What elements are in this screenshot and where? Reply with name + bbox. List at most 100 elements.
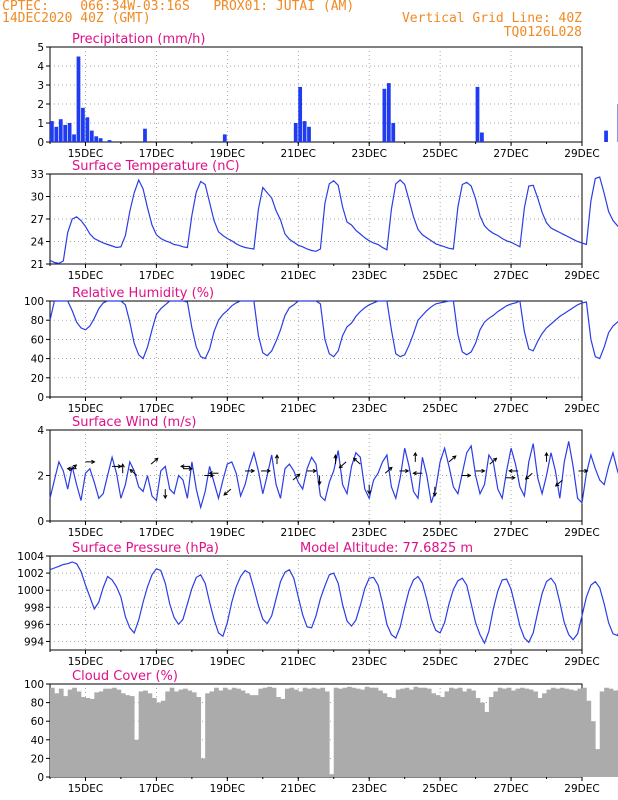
precip-bar xyxy=(604,130,608,142)
cloud-bar xyxy=(138,691,144,777)
x-tick-label: 23DEC xyxy=(351,783,386,795)
wind-arrow xyxy=(412,471,423,476)
cloud-bar xyxy=(293,689,299,777)
wind-arrow xyxy=(352,457,361,465)
cloud-bar xyxy=(196,697,202,777)
cloud-bar xyxy=(298,691,303,777)
precip-bar xyxy=(480,132,484,142)
wind-arrow-head xyxy=(584,468,589,474)
x-tick-label: 27DEC xyxy=(493,270,528,282)
cloud-bar xyxy=(320,687,326,777)
wind-arrow-shaft xyxy=(525,472,533,480)
precip-bar xyxy=(386,83,391,142)
x-tick-label: 25DEC xyxy=(422,527,457,539)
y-tick-label: 100 xyxy=(24,296,44,308)
cloud-bar xyxy=(457,687,463,777)
cloud-bar xyxy=(165,691,170,777)
precip-bar xyxy=(85,117,90,142)
x-tick-label: 25DEC xyxy=(422,270,457,282)
cloud-bar xyxy=(58,688,64,777)
cloud-bar xyxy=(324,691,330,777)
wind-arrow-head xyxy=(412,471,417,476)
x-tick-label: 29DEC xyxy=(564,527,599,539)
series-line xyxy=(49,441,618,510)
cloud-bar xyxy=(524,688,530,777)
panel-2: Relative Humidity (%) 0 20 40 60 80 100 15DEC 17… xyxy=(24,286,618,415)
wind-arrow xyxy=(544,451,549,462)
cloud-bar xyxy=(160,700,166,777)
x-tick-label: 19DEC xyxy=(210,148,245,160)
cloud-bar xyxy=(120,693,126,777)
cloud-bar xyxy=(537,697,543,777)
wind-arrow xyxy=(150,457,159,465)
precip-bar xyxy=(67,123,72,142)
wind-arrow-head xyxy=(467,473,472,478)
cloud-bar xyxy=(519,687,525,777)
panel-frame xyxy=(49,555,583,651)
cloud-bar xyxy=(360,689,366,777)
wind-arrow-head xyxy=(223,491,228,496)
y-tick-label: 80 xyxy=(31,315,44,327)
cloud-bar xyxy=(284,688,290,777)
wind-arrow-head xyxy=(338,464,343,469)
cloud-bar xyxy=(484,711,490,777)
cloud-bar xyxy=(409,689,414,777)
panel-4: Surface Pressure (hPa) Model Altitude: 77… xyxy=(17,541,618,668)
wind-arrow-shaft xyxy=(384,466,393,474)
cloud-bar xyxy=(546,689,552,777)
cloud-bar xyxy=(382,693,388,777)
wind-arrow-head xyxy=(481,468,486,474)
wind-arrow xyxy=(208,471,219,476)
cloud-bar xyxy=(116,689,122,777)
cloud-bar xyxy=(183,688,188,777)
x-tick-label: 21DEC xyxy=(281,403,316,415)
wind-arrow-head xyxy=(508,468,513,474)
cloud-bar xyxy=(568,689,574,777)
cloud-bar xyxy=(302,687,308,777)
y-tick-label: 5 xyxy=(37,42,44,54)
y-tick-label: 1004 xyxy=(17,551,44,563)
wind-arrow-head xyxy=(163,494,168,500)
cloud-bar xyxy=(590,721,596,777)
cloud-bar xyxy=(373,687,379,777)
wind-arrow-shaft xyxy=(150,457,159,465)
cloud-bar xyxy=(417,687,423,777)
cloud-bar xyxy=(582,687,587,777)
x-tick-label: 29DEC xyxy=(564,270,599,282)
wind-arrow-head xyxy=(250,468,256,474)
wind-arrow-head xyxy=(312,468,318,474)
cloud-bar xyxy=(426,688,432,777)
cloud-bar xyxy=(475,697,481,777)
cloud-bar xyxy=(143,690,148,777)
x-tick-label: 17DEC xyxy=(139,656,174,668)
cloud-bar xyxy=(191,692,197,777)
wind-arrow xyxy=(367,484,372,495)
x-tick-label: 19DEC xyxy=(210,270,245,282)
cloud-bar xyxy=(488,697,494,777)
series-line xyxy=(49,300,618,360)
wind-arrow-head xyxy=(388,466,393,471)
x-tick-label: 23DEC xyxy=(351,656,386,668)
wind-arrow xyxy=(245,468,256,474)
x-tick-label: 29DEC xyxy=(564,783,599,795)
header-model-code: TQ0126L028 xyxy=(503,25,582,40)
cloud-bar xyxy=(497,687,503,777)
wind-arrow xyxy=(85,459,96,464)
x-tick-label: 15DEC xyxy=(68,403,103,415)
cloud-bar xyxy=(107,688,113,777)
cloud-bar xyxy=(599,691,605,777)
wind-arrow-head xyxy=(317,481,322,486)
cloud-bar xyxy=(466,688,472,777)
precip-bar xyxy=(89,130,94,142)
wind-arrow-head xyxy=(452,455,457,460)
wind-arrow-head xyxy=(154,457,159,462)
y-tick-label: 40 xyxy=(31,735,44,747)
y-tick-label: 24 xyxy=(31,237,45,249)
y-tick-label: 33 xyxy=(31,169,44,181)
y-tick-label: 2 xyxy=(37,99,44,111)
cloud-bar xyxy=(515,688,521,777)
wind-arrow xyxy=(432,486,437,497)
cloud-bar xyxy=(378,690,383,777)
wind-arrow xyxy=(317,475,322,486)
panel-title: Cloud Cover (%) xyxy=(72,669,178,684)
